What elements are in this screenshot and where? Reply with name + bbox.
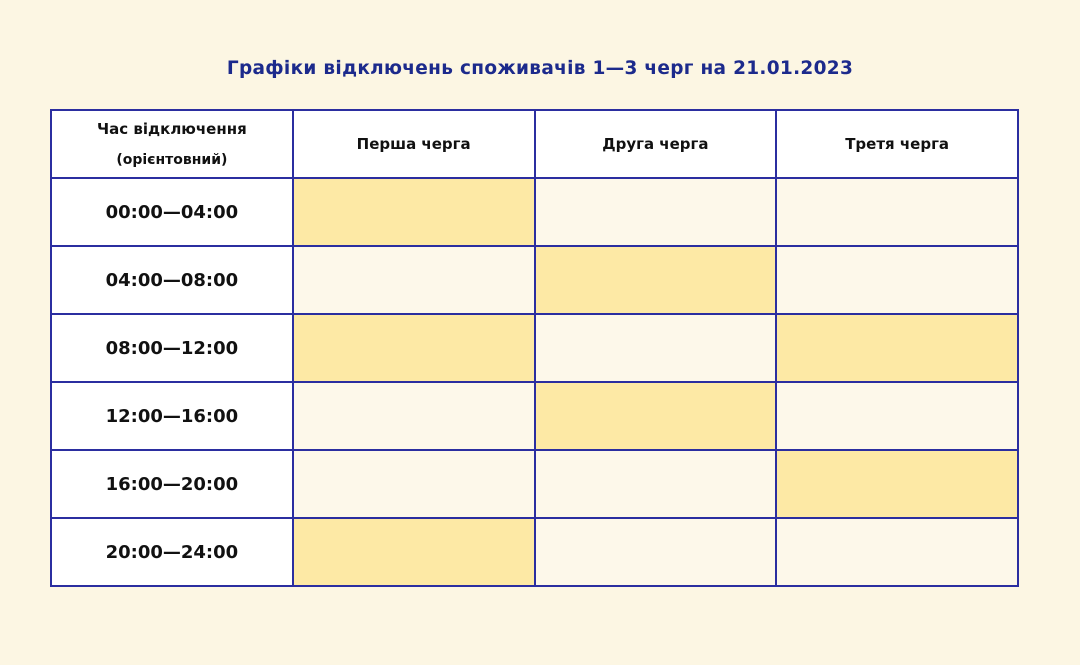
empty-cell-queue-3 — [775, 517, 1019, 587]
table-row: 16:00—20:00 — [50, 449, 1019, 519]
header-queue-3: Третя черга — [775, 109, 1019, 179]
time-slot: 08:00—12:00 — [50, 313, 294, 383]
empty-cell-queue-1 — [291, 245, 536, 315]
outage-cell-queue-1 — [291, 517, 536, 587]
outage-schedule-table: Час відключення (орієнтовний) Перша черг… — [50, 109, 1019, 587]
empty-cell-queue-2 — [533, 449, 778, 519]
table-row: 04:00—08:00 — [50, 245, 1019, 315]
empty-cell-queue-2 — [533, 313, 778, 383]
outage-cell-queue-3 — [775, 449, 1019, 519]
outage-cell-queue-3 — [775, 313, 1019, 383]
time-slot: 04:00—08:00 — [50, 245, 294, 315]
empty-cell-queue-2 — [533, 517, 778, 587]
header-time: Час відключення (орієнтовний) — [50, 109, 294, 179]
empty-cell-queue-3 — [775, 177, 1019, 247]
table-header-row: Час відключення (орієнтовний) Перша черг… — [50, 109, 1019, 179]
time-slot: 16:00—20:00 — [50, 449, 294, 519]
header-time-note: (орієнтовний) — [116, 152, 228, 168]
empty-cell-queue-2 — [533, 177, 778, 247]
time-slot: 12:00—16:00 — [50, 381, 294, 451]
time-slot: 00:00—04:00 — [50, 177, 294, 247]
outage-cell-queue-2 — [533, 381, 778, 451]
table-row: 00:00—04:00 — [50, 177, 1019, 247]
table-row: 20:00—24:00 — [50, 517, 1019, 587]
time-slot: 20:00—24:00 — [50, 517, 294, 587]
header-queue-1: Перша черга — [291, 109, 536, 179]
header-queue-2: Друга черга — [533, 109, 778, 179]
empty-cell-queue-1 — [291, 381, 536, 451]
outage-cell-queue-2 — [533, 245, 778, 315]
outage-cell-queue-1 — [291, 177, 536, 247]
empty-cell-queue-3 — [775, 245, 1019, 315]
empty-cell-queue-1 — [291, 449, 536, 519]
empty-cell-queue-3 — [775, 381, 1019, 451]
header-time-label: Час відключення — [97, 120, 247, 138]
table-row: 08:00—12:00 — [50, 313, 1019, 383]
outage-cell-queue-1 — [291, 313, 536, 383]
table-row: 12:00—16:00 — [50, 381, 1019, 451]
page-title: Графіки відключень споживачів 1—3 черг н… — [226, 58, 854, 79]
